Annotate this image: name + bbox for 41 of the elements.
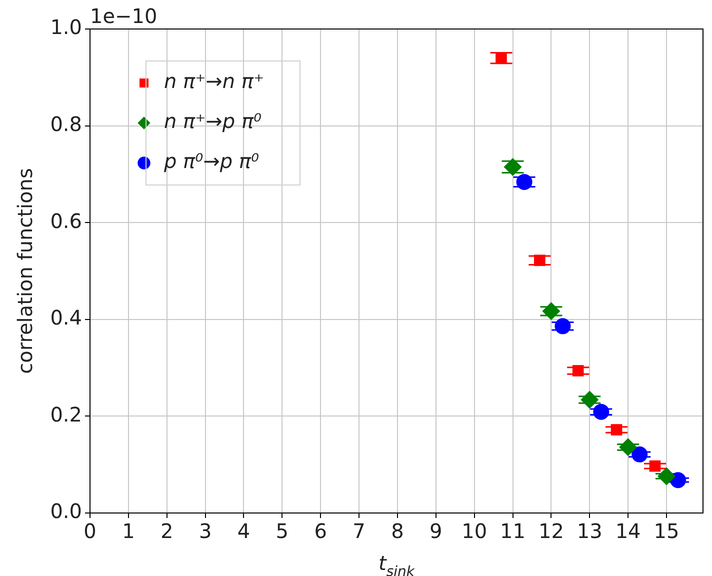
y-axis-title: correlation functions (13, 168, 37, 374)
x-tick-label: 0 (84, 519, 96, 544)
x-tick-label: 10 (462, 519, 488, 544)
point (610, 424, 622, 436)
point (496, 52, 507, 64)
x-tick-label: 14 (615, 519, 641, 544)
x-tick-label: 4 (237, 519, 250, 544)
point (649, 460, 661, 472)
point (554, 318, 571, 334)
y-tick-label: 0.4 (50, 306, 82, 330)
x-tick-label: 11 (500, 519, 526, 544)
legend-label: p π⁰→p π⁰ (163, 149, 259, 174)
x-tick-label: 15 (654, 519, 680, 544)
y-tick-label: 1.0 (50, 15, 82, 40)
y-tick-label: 0.6 (50, 208, 82, 233)
point (657, 467, 676, 486)
text: 1e−10 (90, 4, 158, 28)
x-tick-label: 8 (391, 519, 404, 544)
x-tick-label: 6 (314, 519, 327, 544)
y-tick-label: 0.8 (50, 112, 82, 136)
point (593, 404, 610, 420)
y-tick-label: 0.0 (50, 499, 82, 524)
legend-label: n π⁺→n π⁺ (164, 69, 264, 94)
x-tick-label: 2 (160, 519, 174, 544)
point (542, 302, 560, 320)
point (534, 254, 546, 266)
x-tick-label: 13 (576, 519, 602, 544)
point (572, 365, 584, 376)
point (632, 446, 648, 462)
point (516, 174, 532, 190)
point (580, 390, 599, 409)
x-tick-label: 5 (276, 519, 289, 544)
x-tick-label: 7 (352, 519, 366, 544)
x-tick-label: 12 (538, 519, 564, 544)
x-tick-label: 3 (198, 519, 212, 544)
y-tick-label: 0.2 (50, 402, 82, 426)
point (504, 158, 522, 176)
x-tick-label: 1 (122, 519, 135, 544)
point (619, 438, 638, 456)
x-tick-label: 9 (430, 519, 442, 544)
legend-label: n π⁺→p π⁰ (164, 109, 262, 134)
